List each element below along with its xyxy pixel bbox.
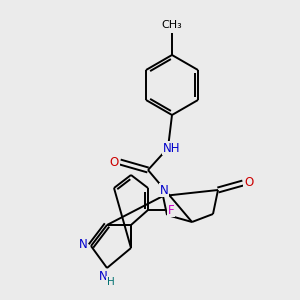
Text: N: N [79,238,87,250]
Text: N: N [160,184,168,196]
Text: N: N [99,269,107,283]
Text: NH: NH [163,142,181,154]
Text: CH₃: CH₃ [162,20,182,30]
Text: O: O [110,155,118,169]
Text: CH₃: CH₃ [162,20,182,30]
Text: O: O [244,176,253,188]
Text: F: F [168,203,174,217]
Text: H: H [107,277,115,287]
